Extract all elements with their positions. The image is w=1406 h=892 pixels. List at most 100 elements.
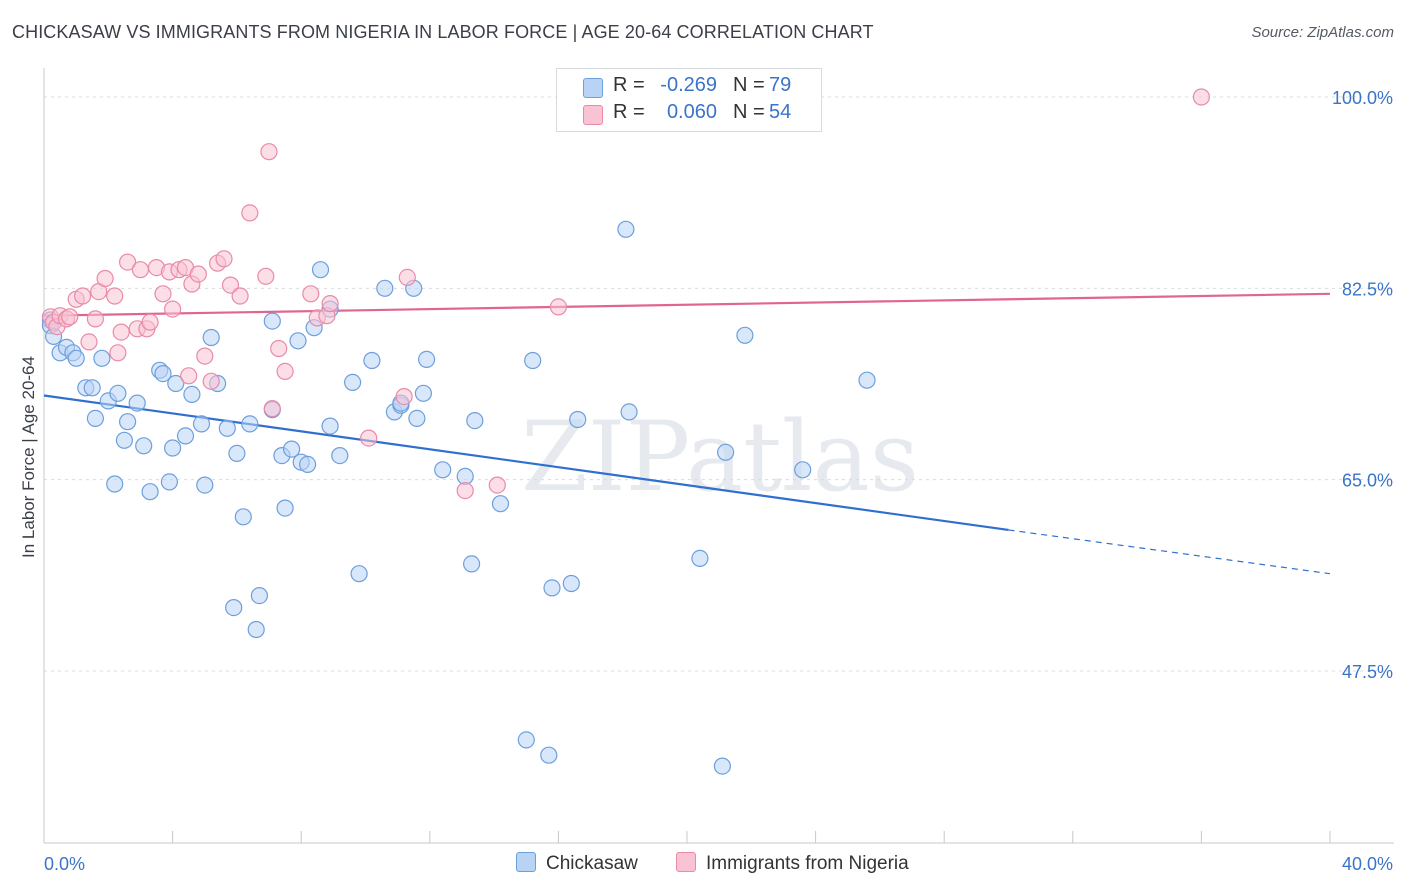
nigeria-point: [61, 308, 79, 326]
y-tick-label: 82.5%: [1342, 279, 1393, 299]
chickasaw-point: [376, 279, 394, 297]
chickasaw-point: [135, 437, 153, 455]
chickasaw-point: [183, 385, 201, 403]
chickasaw-point: [569, 410, 587, 429]
chickasaw-point: [736, 326, 754, 344]
chickasaw-point: [141, 483, 159, 501]
nigeria-point: [241, 204, 259, 222]
chickasaw-point: [118, 413, 137, 431]
bottom-legend-nigeria: Immigrants from Nigeria: [676, 852, 909, 875]
chickasaw-point: [115, 431, 134, 449]
chickasaw-point: [250, 586, 268, 605]
chickasaw-point: [691, 549, 709, 568]
legend-n-value: 79: [769, 74, 792, 96]
nigeria-point: [488, 476, 506, 494]
bottom-legend-swatch-blue: [516, 852, 536, 872]
nigeria-point: [118, 253, 137, 271]
nigeria-point: [106, 287, 124, 305]
chickasaw-point: [263, 312, 281, 330]
chickasaw-point: [794, 461, 812, 479]
chickasaw-point: [67, 349, 85, 367]
chickasaw-point: [331, 447, 349, 465]
chickasaw-point: [321, 417, 339, 435]
nigeria-point: [360, 429, 378, 447]
bottom-legend-chickasaw: Chickasaw: [516, 852, 638, 875]
nigeria-point: [112, 323, 130, 341]
chickasaw-point: [299, 455, 317, 473]
chickasaw-trend-extension: [1008, 529, 1331, 575]
chickasaw-point: [192, 415, 211, 433]
axes: [43, 68, 1394, 844]
chickasaw-point: [128, 394, 146, 412]
nigeria-point: [263, 400, 281, 418]
nigeria-point: [321, 295, 339, 313]
x-tick-label: 0.0%: [44, 854, 85, 874]
legend-n-label: N =: [733, 101, 765, 123]
chickasaw-point: [466, 412, 484, 430]
chickasaw-point: [344, 373, 362, 391]
chickasaw-point: [167, 374, 185, 393]
chickasaw-point: [228, 444, 246, 462]
chickasaw-point: [434, 461, 452, 479]
x-tick-label: 40.0%: [1342, 854, 1393, 874]
legend-n-label: N =: [733, 74, 765, 96]
nigeria-point: [215, 250, 233, 268]
bottom-legend-swatch-pink: [676, 852, 696, 872]
chickasaw-point: [160, 473, 178, 491]
chickasaw-point: [176, 427, 195, 445]
nigeria-point: [270, 339, 288, 358]
chickasaw-point: [86, 409, 105, 427]
legend-r-label: R =: [613, 74, 645, 96]
nigeria-point: [231, 287, 249, 305]
chickasaw-point: [93, 349, 111, 367]
legend-swatch-pink: [583, 105, 603, 125]
legend-n-value: 54: [769, 101, 792, 123]
nigeria-point: [221, 276, 240, 294]
chickasaw-point: [154, 365, 172, 383]
chickasaw-point: [106, 475, 124, 493]
chickasaw-point: [350, 565, 368, 583]
chickasaw-point: [716, 443, 735, 461]
nigeria-point: [202, 372, 220, 390]
chickasaw-point: [408, 409, 426, 427]
nigeria-point: [80, 333, 98, 351]
nigeria-point: [131, 261, 149, 279]
nigeria-point: [302, 285, 320, 303]
nigeria-point: [86, 310, 105, 328]
chickasaw-point: [276, 499, 294, 517]
data-points: [41, 88, 1211, 775]
nigeria-point: [180, 367, 198, 385]
legend-row-chickasaw: R = -0.269 N = 79: [557, 74, 821, 100]
nigeria-point: [395, 388, 413, 406]
chickasaw-point: [418, 350, 436, 368]
chickasaw-point: [540, 746, 558, 764]
y-tick-label: 47.5%: [1342, 662, 1393, 682]
nigeria-point: [164, 300, 182, 318]
nigeria-trend-line: [43, 292, 1331, 317]
legend-r-value: -0.269: [660, 74, 717, 96]
grid-lines: [44, 96, 1394, 672]
y-tick-label: 65.0%: [1342, 471, 1393, 491]
nigeria-point: [73, 287, 92, 305]
nigeria-point: [276, 362, 294, 380]
nigeria-point: [109, 344, 127, 362]
chickasaw-point: [858, 371, 876, 389]
chickasaw-point: [202, 328, 220, 347]
chickasaw-point: [524, 351, 542, 370]
legend-r-label: R =: [613, 101, 645, 123]
nigeria-point: [398, 268, 416, 286]
nigeria-point: [154, 285, 172, 303]
chickasaw-point: [463, 555, 481, 573]
chickasaw-point: [543, 579, 561, 597]
y-axis-label: In Labor Force | Age 20-64: [19, 356, 38, 558]
nigeria-point: [1192, 88, 1211, 106]
chickasaw-point: [363, 351, 381, 370]
chickasaw-point: [289, 332, 307, 350]
correlation-legend: R = -0.269 N = 79 R = 0.060 N = 54: [556, 68, 822, 132]
chickasaw-point: [562, 574, 580, 593]
legend-row-nigeria: R = 0.060 N = 54: [557, 101, 821, 127]
chickasaw-point: [283, 440, 301, 458]
nigeria-point: [456, 482, 474, 500]
nigeria-point: [549, 298, 568, 316]
chickasaw-point: [196, 476, 214, 494]
